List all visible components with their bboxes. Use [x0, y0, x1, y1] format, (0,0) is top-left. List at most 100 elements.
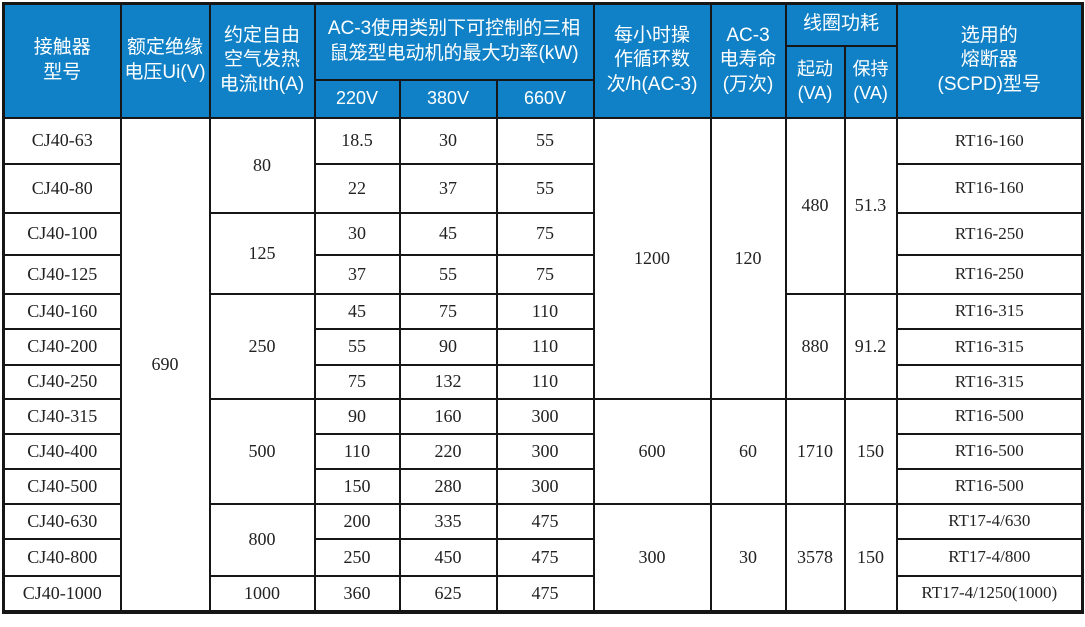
cell-fuse: RT16-315 — [895, 363, 1084, 400]
cell-p220: 30 — [313, 211, 401, 256]
cell-model: CJ40-125 — [2, 253, 122, 295]
table-row: CJ40-63 690 80 18.5 30 55 1200 120 480 51.3 RT16-1… — [2, 116, 1084, 613]
cell-fuse: RT16-160 — [895, 162, 1084, 214]
cell-p660: 75 — [495, 211, 595, 256]
cell-p380: 220 — [398, 432, 498, 470]
cell-life: 60 — [709, 397, 787, 505]
cell-start: 480 — [784, 116, 846, 295]
cell-p380: 625 — [398, 574, 498, 613]
cell-p380: 335 — [398, 502, 498, 540]
cell-fuse: RT16-250 — [895, 211, 1084, 256]
table-row: CJ40-1000 1000 360 625 475 RT17-4/1250(1000) — [2, 574, 1084, 613]
cell-p660: 110 — [495, 292, 595, 330]
cell-p380: 45 — [398, 211, 498, 256]
cell-ui: 690 — [119, 116, 211, 613]
cell-p660: 475 — [495, 574, 595, 613]
contactor-spec-table: 接触器 型号 额定绝缘 电压Ui(V) 约定自由 空气发热 电流Ith(A) A… — [2, 2, 1085, 614]
cell-p660: 110 — [495, 363, 595, 400]
header-electrical-life: AC-3 电寿命 (万次) — [709, 2, 787, 119]
cell-p220: 37 — [313, 253, 401, 295]
cell-p380: 132 — [398, 363, 498, 400]
cell-model: CJ40-63 — [2, 116, 122, 165]
cell-model: CJ40-800 — [2, 537, 122, 577]
table-row: CJ40-400 110 220 300 RT16-500 — [2, 432, 1084, 470]
cell-p220: 22 — [313, 162, 401, 214]
header-rated-insulation-voltage: 额定绝缘 电压Ui(V) — [119, 2, 211, 119]
cell-p660: 75 — [495, 253, 595, 295]
cell-p220: 55 — [313, 327, 401, 366]
cell-life: 30 — [709, 502, 787, 613]
cell-p380: 90 — [398, 327, 498, 366]
cell-ith: 800 — [208, 502, 316, 577]
cell-model: CJ40-100 — [2, 211, 122, 256]
cell-fuse: RT17-4/630 — [895, 502, 1084, 540]
header-coil-power-group: 线圈功耗 — [784, 2, 898, 47]
table-row: CJ40-800 250 450 475 RT17-4/800 — [2, 537, 1084, 577]
cell-p380: 55 — [398, 253, 498, 295]
cell-p380: 30 — [398, 116, 498, 165]
table-row: CJ40-125 37 55 75 RT16-250 — [2, 253, 1084, 295]
cell-p380: 75 — [398, 292, 498, 330]
cell-life: 120 — [709, 116, 787, 400]
header-voltage-220v: 220V — [313, 78, 401, 119]
cell-cycles: 300 — [592, 502, 712, 613]
cell-p220: 150 — [313, 467, 401, 505]
cell-p660: 55 — [495, 162, 595, 214]
cell-p660: 110 — [495, 327, 595, 366]
header-voltage-380v: 380V — [398, 78, 498, 119]
cell-p380: 160 — [398, 397, 498, 435]
cell-p220: 90 — [313, 397, 401, 435]
table-header: 接触器 型号 额定绝缘 电压Ui(V) 约定自由 空气发热 电流Ith(A) A… — [2, 2, 1084, 119]
table-body: CJ40-63 690 80 18.5 30 55 1200 120 480 51.3 RT16-1… — [2, 116, 1084, 613]
cell-cycles: 600 — [592, 397, 712, 505]
cell-model: CJ40-630 — [2, 502, 122, 540]
cell-fuse: RT16-160 — [895, 116, 1084, 165]
cell-fuse: RT17-4/800 — [895, 537, 1084, 577]
cell-model: CJ40-500 — [2, 467, 122, 505]
table-row: CJ40-630 800 200 335 475 300 30 3578 150 RT17-4/6… — [2, 502, 1084, 613]
cell-p660: 475 — [495, 502, 595, 540]
cell-ith: 125 — [208, 211, 316, 295]
table-row: CJ40-250 75 132 110 RT16-315 — [2, 363, 1084, 400]
table-row: CJ40-100 125 30 45 75 RT16-250 — [2, 211, 1084, 295]
cell-fuse: RT16-250 — [895, 253, 1084, 295]
cell-model: CJ40-315 — [2, 397, 122, 435]
cell-p220: 110 — [313, 432, 401, 470]
table-row: CJ40-315 500 90 160 300 600 60 1710 150 RT16-500 — [2, 397, 1084, 505]
cell-fuse: RT16-500 — [895, 467, 1084, 505]
cell-p660: 300 — [495, 397, 595, 435]
header-voltage-660v: 660V — [495, 78, 595, 119]
cell-p220: 360 — [313, 574, 401, 613]
cell-p380: 450 — [398, 537, 498, 577]
cell-p660: 475 — [495, 537, 595, 577]
header-coil-start-va: 起动 (VA) — [784, 44, 846, 119]
cell-fuse: RT16-500 — [895, 432, 1084, 470]
cell-p220: 18.5 — [313, 116, 401, 165]
header-ac3-max-power-group: AC-3使用类别下可控制的三相 鼠笼型电动机的最大功率(kW) — [313, 2, 595, 81]
cell-p220: 200 — [313, 502, 401, 540]
header-operating-cycles: 每小时操 作循环数 次/h(AC-3) — [592, 2, 712, 119]
cell-model: CJ40-200 — [2, 327, 122, 366]
cell-model: CJ40-1000 — [2, 574, 122, 613]
cell-model: CJ40-400 — [2, 432, 122, 470]
header-coil-hold-va: 保持 (VA) — [843, 44, 898, 119]
table-row: CJ40-200 55 90 110 RT16-315 — [2, 327, 1084, 366]
cell-ith: 1000 — [208, 574, 316, 613]
header-fuse-type: 选用的 熔断器 (SCPD)型号 — [895, 2, 1084, 119]
table-row: CJ40-160 250 45 75 110 880 91.2 RT16-315 — [2, 292, 1084, 400]
cell-hold: 150 — [843, 397, 898, 505]
cell-p660: 300 — [495, 432, 595, 470]
cell-model: CJ40-160 — [2, 292, 122, 330]
cell-hold: 150 — [843, 502, 898, 613]
table-row: CJ40-500 150 280 300 RT16-500 — [2, 467, 1084, 505]
table-row: CJ40-80 22 37 55 RT16-160 — [2, 162, 1084, 214]
header-row: 起动 (VA) 保持 (VA) — [4, 44, 1083, 119]
cell-start: 1710 — [784, 397, 846, 505]
header-row: 接触器 型号 额定绝缘 电压Ui(V) 约定自由 空气发热 电流Ith(A) A… — [2, 2, 1084, 119]
cell-model: CJ40-80 — [2, 162, 122, 214]
cell-ith: 250 — [208, 292, 316, 400]
cell-fuse: RT17-4/1250(1000) — [895, 574, 1084, 613]
cell-start: 3578 — [784, 502, 846, 613]
cell-fuse: RT16-315 — [895, 327, 1084, 366]
cell-cycles: 1200 — [592, 116, 712, 400]
